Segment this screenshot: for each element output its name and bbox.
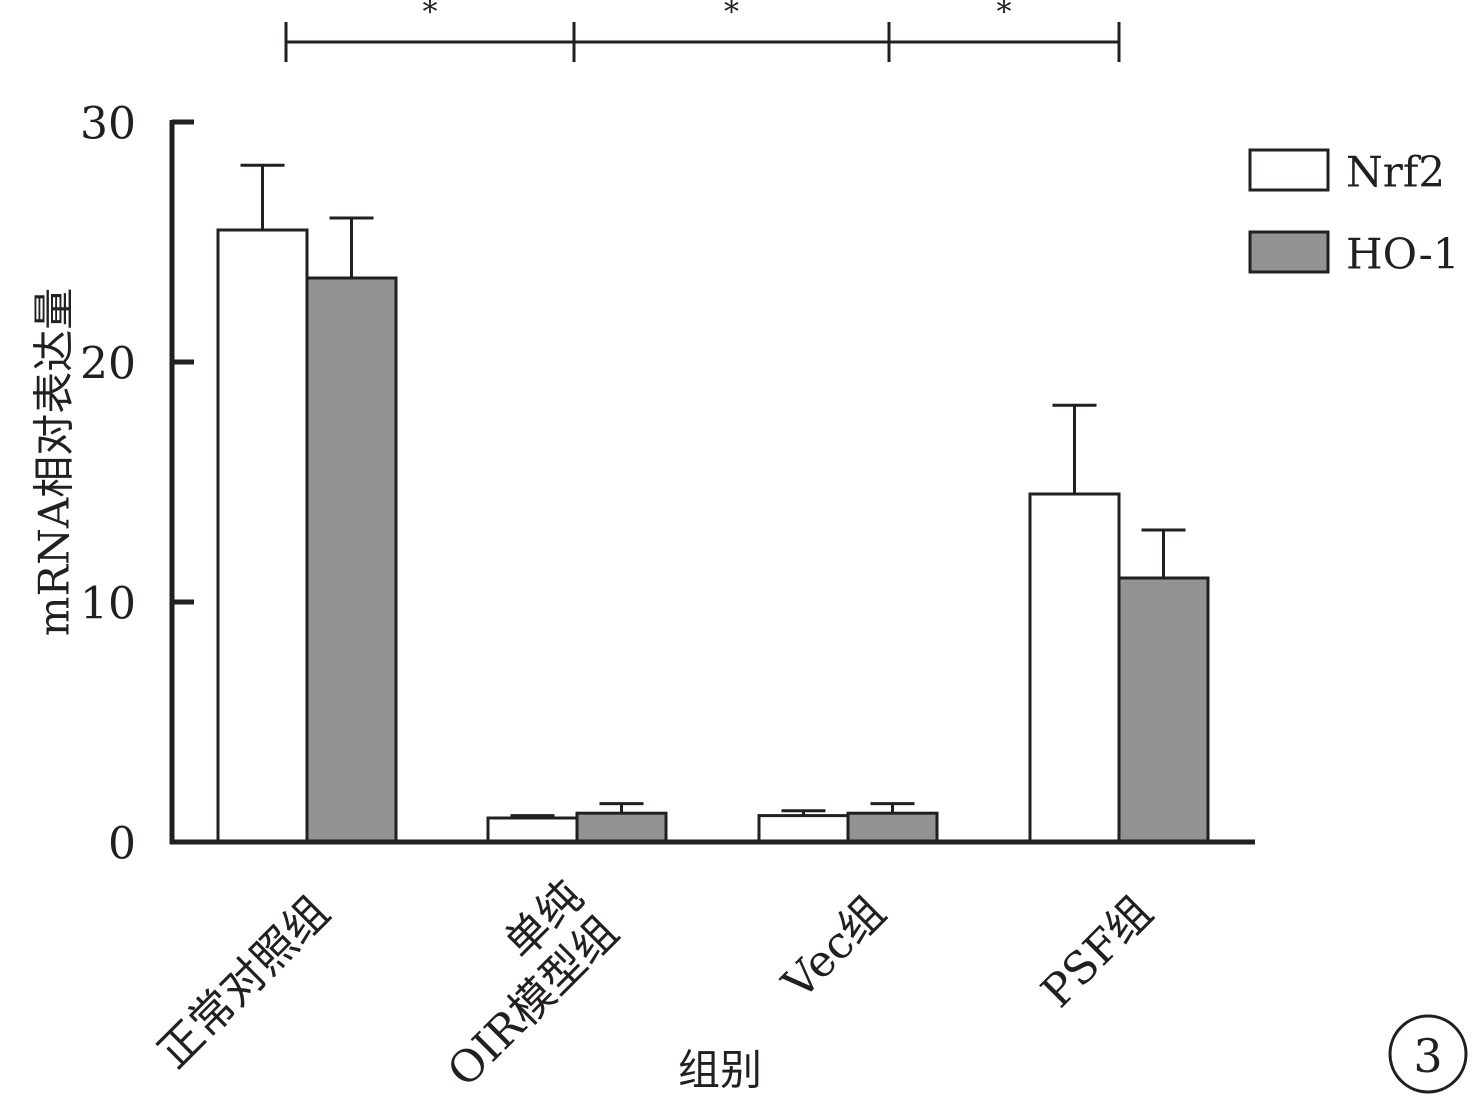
y-axis-title: mRNA相对表达量 — [30, 288, 79, 637]
x-tick-label-line: Vec组 — [772, 887, 895, 1010]
x-tick-label-line: 正常对照组 — [148, 887, 340, 1079]
x-tick-label-3: PSF组 — [1032, 887, 1163, 1018]
x-tick-label-1: 单纯OIR模型组 — [402, 871, 628, 1097]
bars — [216, 163, 1210, 844]
legend-swatch-0 — [1248, 148, 1330, 192]
bar-ho1-0 — [305, 276, 398, 844]
x-tick-label-0: 正常对照组 — [148, 887, 340, 1079]
x-tick-label-2: Vec组 — [772, 887, 895, 1010]
legend-label-0: Nrf2 — [1346, 148, 1445, 197]
bar-ho1-2 — [846, 811, 939, 844]
significance-star-0: * — [423, 0, 438, 30]
y-tick-label-20: 20 — [80, 339, 136, 390]
significance-star-1: * — [724, 0, 739, 30]
x-axis-title: 组别 — [678, 1046, 762, 1095]
legend-swatch-1 — [1248, 230, 1330, 274]
x-tick-label-line: PSF组 — [1032, 887, 1163, 1018]
bar-nrf2-1 — [486, 816, 579, 844]
significance-brackets: * * * — [284, 0, 1121, 62]
significance-star-2: * — [997, 0, 1012, 30]
panel-label-text: 3 — [1413, 1029, 1442, 1083]
bar-nrf2-3 — [1028, 492, 1121, 844]
bar-ho1-3 — [1117, 576, 1210, 844]
y-tick-label-30: 30 — [80, 99, 136, 150]
legend: Nrf2 HO-1 — [1248, 148, 1460, 279]
y-tick-label-0: 0 — [108, 819, 136, 870]
panel-label-circle — [1388, 1014, 1468, 1094]
bar-nrf2-2 — [757, 814, 850, 844]
y-tick-label-10: 10 — [80, 579, 136, 630]
panel-label: 3 — [1388, 1014, 1468, 1094]
legend-label-1: HO-1 — [1346, 230, 1460, 279]
bar-nrf2-0 — [216, 228, 309, 844]
bar-ho1-1 — [575, 811, 668, 844]
